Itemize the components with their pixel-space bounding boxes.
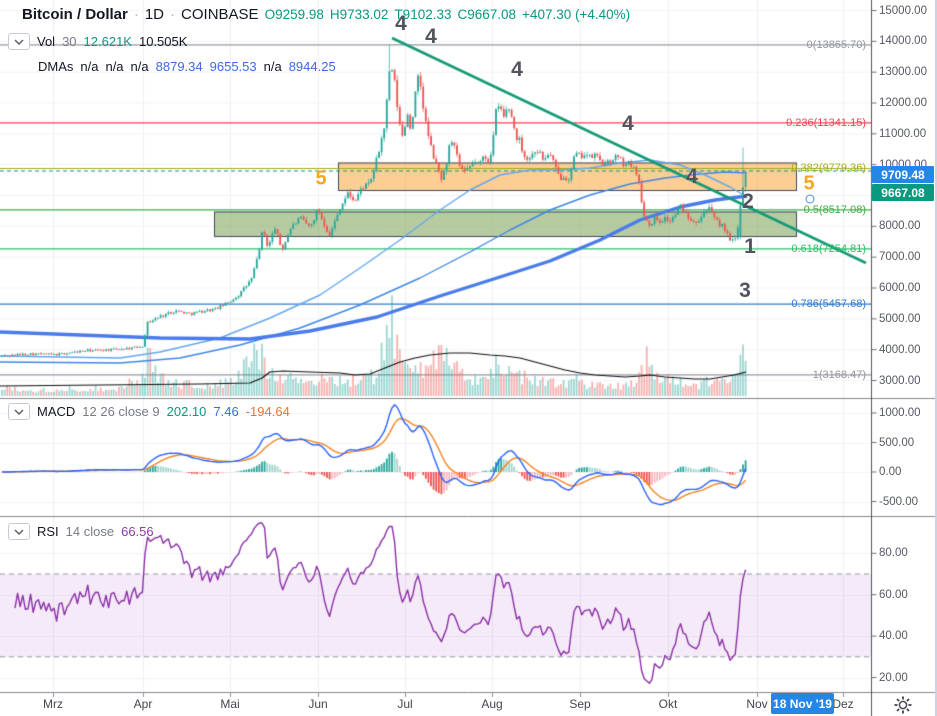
exchange-name[interactable]: COINBASE	[181, 6, 259, 23]
time-axis-month-label: Dez	[832, 697, 854, 711]
countdown-price-label: 9709.48	[872, 166, 934, 183]
separator-dot: ·	[133, 6, 139, 23]
volume-length: 30	[62, 34, 77, 49]
time-axis-month-label: Jun	[308, 697, 328, 711]
elliott-wave-label[interactable]: 4	[622, 112, 634, 135]
price-axis-tick: 5000.00	[879, 312, 921, 325]
last-price-value: 9667.08	[881, 185, 925, 200]
macd-label[interactable]: MACD	[37, 404, 76, 419]
macd-signal-value: -194.64	[245, 404, 290, 419]
volume-collapse-button[interactable]	[8, 33, 30, 50]
ohlc-open: O9259.98	[264, 7, 324, 22]
symbol-header: Bitcoin / Dollar · 1D · COINBASE O9259.9…	[22, 6, 630, 23]
timeframe[interactable]: 1D	[144, 6, 165, 23]
elliott-wave-label[interactable]: 1	[744, 235, 756, 258]
price-axis-tick: 15000.00	[879, 4, 927, 17]
fib-level-label: 1(3168.47)	[812, 368, 866, 381]
time-axis-month-label: Jul	[397, 697, 413, 711]
dma-na: n/a	[80, 59, 99, 74]
countdown-price-value: 9709.48	[881, 167, 925, 182]
price-axis-tick: 11000.00	[879, 127, 927, 140]
date-badge-text: 18 Nov '19	[773, 696, 832, 711]
volume-label[interactable]: Vol	[37, 34, 56, 49]
price-axis-tick: 4000.00	[879, 343, 921, 356]
price-axis-tick: 12000.00	[879, 97, 927, 109]
rsi-value: 66.56	[121, 524, 154, 539]
dma-na: n/a	[105, 59, 124, 74]
ohlc-close: C9667.08	[457, 7, 517, 22]
macd-params: 12 26 close 9	[82, 404, 160, 419]
macd-hist-value: 202.10	[166, 404, 207, 419]
fib-level-label: 0(13865.70)	[806, 38, 866, 51]
chevron-down-icon	[14, 528, 24, 535]
elliott-wave-label[interactable]: 4	[425, 25, 437, 48]
dma-200-value: 8944.25	[288, 59, 336, 74]
fib-level-label: 0.786(5457.68)	[791, 298, 866, 311]
time-axis-month-label: Aug	[481, 697, 503, 711]
volume-ma-value: 10.505K	[138, 34, 188, 49]
macd-collapse-button[interactable]	[8, 403, 30, 420]
ohlc-change: +407.30 (+4.40%)	[522, 7, 631, 22]
time-axis-month-label: Nov	[746, 697, 768, 711]
rsi-axis-tick: 40.00	[879, 630, 908, 643]
ohlc-low: T9102.33	[394, 7, 452, 22]
elliott-wave-label[interactable]: 2	[742, 190, 754, 213]
time-axis-month-label: Mai	[220, 697, 240, 711]
elliott-wave-label[interactable]: 4	[395, 12, 407, 35]
wave-point-marker[interactable]	[805, 194, 815, 204]
price-axis-tick: 13000.00	[879, 66, 927, 79]
dma-na: n/a	[130, 59, 149, 74]
date-badge: 18 Nov '19	[771, 693, 834, 714]
rsi-axis-tick: 60.00	[879, 588, 908, 601]
rsi-axis-tick: 80.00	[879, 547, 908, 560]
separator-dot: ·	[170, 6, 176, 23]
macd-axis-tick: 500.00	[879, 436, 915, 449]
macd-axis-tick: 0.00	[879, 466, 902, 478]
elliott-wave-label[interactable]: 3	[739, 279, 751, 302]
macd-axis-tick: 1000.00	[879, 407, 921, 419]
chevron-down-icon	[14, 408, 24, 415]
dma-50-value: 8879.34	[155, 59, 203, 74]
dma-100-value: 9655.53	[209, 59, 257, 74]
fib-level-label: 0.618(7254.81)	[791, 242, 866, 255]
rsi-axis-tick: 20.00	[879, 671, 908, 684]
gear-icon[interactable]	[893, 695, 913, 716]
elliott-wave-5-label[interactable]: 5	[803, 172, 815, 195]
price-axis-tick: 7000.00	[879, 251, 921, 264]
rsi-label[interactable]: RSI	[37, 524, 59, 539]
ohlc-high: H9733.02	[329, 7, 389, 22]
chevron-down-icon	[14, 38, 24, 45]
price-axis-tick: 6000.00	[879, 282, 921, 294]
rsi-study-row: RSI 14 close 66.56	[8, 523, 154, 540]
time-axis-month-label: Okt	[658, 697, 678, 711]
time-axis-month-label: Sep	[569, 697, 591, 711]
rsi-collapse-button[interactable]	[8, 523, 30, 540]
symbol-name[interactable]: Bitcoin / Dollar	[22, 6, 128, 23]
macd-axis-tick: -500.00	[879, 495, 919, 508]
dma-na: n/a	[263, 59, 282, 74]
last-price-label: 9667.08	[872, 184, 934, 201]
rsi-params: 14 close	[65, 524, 115, 539]
elliott-wave-label[interactable]: 4	[686, 165, 698, 188]
price-axis-tick: 8000.00	[879, 220, 921, 233]
fib-level-label: 0.236(11341.15)	[786, 116, 866, 129]
macd-line-value: 7.46	[213, 404, 239, 419]
elliott-wave-5-label[interactable]: 5	[315, 167, 327, 190]
volume-study-row: Vol 30 12.621K 10.505K	[8, 33, 187, 50]
fib-level-label: 0.382(9779.36)	[791, 162, 866, 175]
price-axis-tick: 3000.00	[879, 374, 921, 387]
volume-value: 12.621K	[83, 34, 132, 49]
time-axis-month-label: Apr	[133, 697, 153, 711]
price-axis-tick: 14000.00	[879, 35, 927, 48]
fib-level-label: 0.5(8517.08)	[803, 203, 866, 216]
dma-label[interactable]: DMAs	[38, 59, 74, 74]
elliott-wave-label[interactable]: 4	[511, 58, 523, 81]
time-axis-month-label: Mrz	[43, 697, 63, 711]
macd-study-row: MACD 12 26 close 9 202.10 7.46 -194.64	[8, 403, 290, 420]
dma-study-row: DMAs n/a n/a n/a 8879.34 9655.53 n/a 894…	[38, 59, 336, 74]
